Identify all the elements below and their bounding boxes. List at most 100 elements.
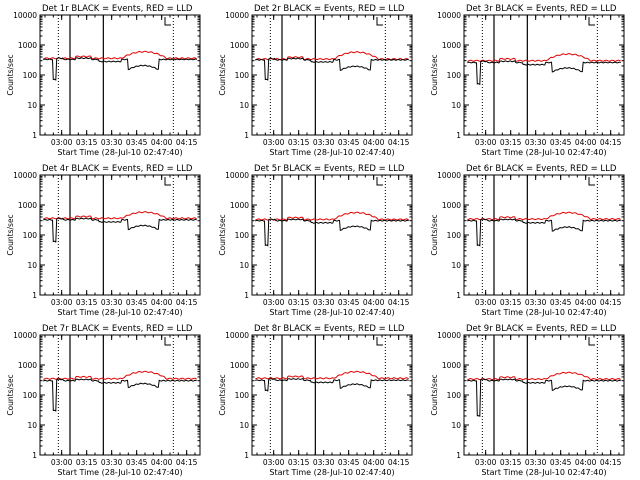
y-tick-label: 10000 [437,331,461,340]
x-tick-label: 03:15 [288,138,310,147]
x-tick-label: 04:15 [388,138,410,147]
y-tick-label: 1000 [442,41,461,50]
x-tick-label: 03:30 [313,298,335,307]
x-axis-label: Start Time (28-Jul-10 02:47:40) [269,148,394,157]
chart-title: Det 5r BLACK = Events, RED = LLD [254,164,405,174]
x-tick-label: 03:15 [500,298,522,307]
x-tick-label: 03:30 [101,298,123,307]
chart-panel: Det 6r BLACK = Events, RED = LLD 1 10 100 10… [430,164,625,317]
y-tick-label: 1000 [230,361,249,370]
x-tick-label: 04:00 [363,298,385,307]
lld-series-line [467,211,621,221]
x-tick-label: 04:00 [151,458,173,467]
y-tick-label: 10 [27,101,37,110]
x-axis-label: Start Time (28-Jul-10 02:47:40) [57,468,182,477]
x-tick-label: 03:45 [338,138,360,147]
x-tick-label: 03:45 [126,458,148,467]
plot-frame [463,174,625,296]
y-tick-label: 1 [244,131,249,140]
y-axis-label: Counts/sec [6,214,15,255]
y-tick-label: 1000 [18,41,37,50]
chart-title: Det 1r BLACK = Events, RED = LLD [42,4,193,14]
x-tick-label: 03:15 [76,458,98,467]
plot-frame [463,334,625,456]
x-tick-label: 04:00 [575,298,597,307]
x-tick-label: 03:00 [475,298,497,307]
y-tick-label: 1000 [18,361,37,370]
y-tick-label: 1000 [442,201,461,210]
chart-panel: Det 2r BLACK = Events, RED = LLD 1 10 100 10… [218,4,413,157]
chart-panel: Det 5r BLACK = Events, RED = LLD 1 10 100 10… [218,164,413,317]
chart-title: Det 3r BLACK = Events, RED = LLD [466,4,617,14]
events-series-line [43,217,197,243]
y-tick-label: 10 [27,261,37,270]
events-series-line [467,60,621,86]
x-tick-label: 04:15 [176,138,198,147]
events-series-line [255,378,409,392]
chart-panel: Det 8r BLACK = Events, RED = LLD 1 10 100 10… [218,324,413,477]
legend-bracket [588,337,595,346]
x-tick-label: 03:15 [76,138,98,147]
chart-title: Det 7r BLACK = Events, RED = LLD [42,324,193,334]
x-tick-label: 03:15 [288,298,310,307]
y-tick-label: 10 [239,261,249,270]
x-tick-label: 04:00 [363,138,385,147]
legend-bracket [164,177,171,186]
chart-panel: Det 3r BLACK = Events, RED = LLD 1 10 100 10… [430,4,625,157]
x-tick-label: 03:45 [550,298,572,307]
chart-panel: Det 4r BLACK = Events, RED = LLD 1 10 100 10… [6,164,201,317]
x-tick-label: 03:30 [101,458,123,467]
y-tick-label: 100 [235,231,250,240]
x-tick-label: 03:45 [338,298,360,307]
x-tick-label: 03:30 [101,138,123,147]
x-tick-label: 03:45 [126,298,148,307]
x-tick-label: 03:45 [550,138,572,147]
plot-frame [251,334,413,456]
x-tick-label: 03:30 [525,298,547,307]
x-tick-label: 03:00 [51,458,73,467]
y-tick-label: 1000 [230,201,249,210]
y-axis-label: Counts/sec [430,214,439,255]
y-tick-label: 100 [23,71,38,80]
x-tick-label: 03:45 [126,138,148,147]
legend-bracket [376,17,383,26]
y-axis-label: Counts/sec [430,374,439,415]
y-tick-label: 1 [456,131,461,140]
plot-frame [251,174,413,296]
y-tick-label: 1 [456,291,461,300]
plot-frame [39,334,201,456]
x-tick-label: 03:30 [313,458,335,467]
x-tick-label: 03:15 [288,458,310,467]
x-tick-label: 03:30 [313,138,335,147]
plot-frame [251,14,413,136]
x-tick-label: 04:15 [176,298,198,307]
lld-series-line [43,50,197,60]
lld-series-line [467,52,621,62]
x-tick-label: 03:00 [51,138,73,147]
x-tick-label: 03:00 [51,298,73,307]
y-tick-label: 100 [447,391,462,400]
y-tick-label: 10000 [225,11,249,20]
chart-panel: Det 7r BLACK = Events, RED = LLD 1 10 100 10… [6,324,201,477]
x-tick-label: 03:15 [500,138,522,147]
x-tick-label: 04:15 [388,298,410,307]
y-tick-label: 1 [456,451,461,460]
lld-series-line [467,371,621,381]
x-axis-label: Start Time (28-Jul-10 02:47:40) [57,148,182,157]
plot-frame [39,174,201,296]
x-axis-label: Start Time (28-Jul-10 02:47:40) [481,468,606,477]
y-tick-label: 1 [32,131,37,140]
y-tick-label: 10000 [437,11,461,20]
y-tick-label: 100 [23,231,38,240]
x-tick-label: 04:00 [575,458,597,467]
chart-panel: Det 1r BLACK = Events, RED = LLD 1 10 100 10… [6,4,201,157]
lld-series-line [43,370,197,380]
y-tick-label: 10000 [13,171,37,180]
y-axis-label: Counts/sec [218,214,227,255]
events-series-line [43,57,197,81]
y-tick-label: 1 [32,291,37,300]
x-tick-label: 04:00 [151,138,173,147]
y-axis-label: Counts/sec [218,374,227,415]
y-tick-label: 10000 [437,171,461,180]
events-series-line [255,57,409,81]
